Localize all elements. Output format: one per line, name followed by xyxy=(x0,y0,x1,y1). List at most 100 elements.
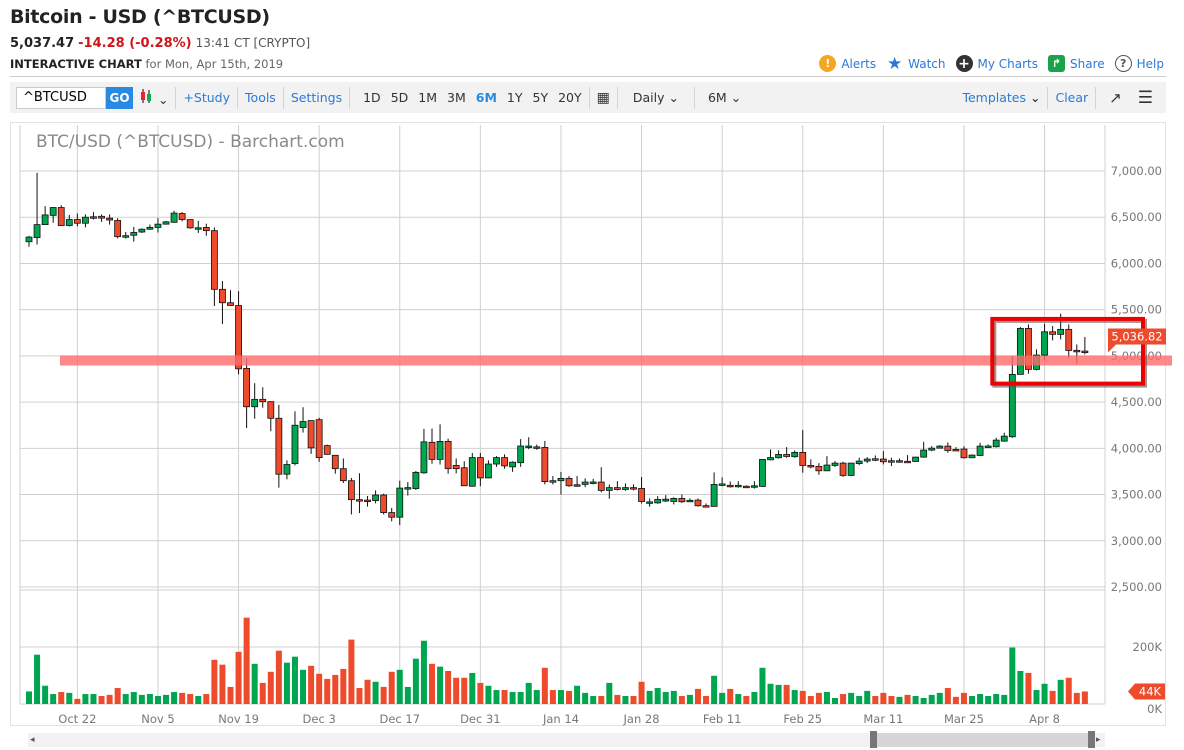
volume-bar xyxy=(509,692,516,704)
volume-bar xyxy=(1081,691,1088,704)
scroll-right-arrow[interactable]: ▸ xyxy=(1096,735,1101,745)
volume-bar xyxy=(211,659,218,704)
candle-body xyxy=(557,477,565,482)
period-20y[interactable]: 20Y xyxy=(558,90,582,105)
alerts-link[interactable]: ! Alerts xyxy=(819,55,876,72)
chart-scrollbar[interactable]: ◂ ▸ xyxy=(28,731,1105,748)
candle xyxy=(428,428,436,464)
price-tick-label: 4,500.00 xyxy=(1111,395,1162,409)
candle-body xyxy=(525,445,533,448)
volume-bar xyxy=(598,696,605,704)
volume-bar xyxy=(58,692,65,704)
period-1d[interactable]: 1D xyxy=(363,90,381,105)
candle-body xyxy=(210,230,218,290)
clear-button[interactable]: Clear xyxy=(1055,90,1089,105)
candle xyxy=(1081,337,1089,355)
candle-body xyxy=(275,417,283,475)
share-link[interactable]: ↱ Share xyxy=(1048,55,1105,72)
volume-bar xyxy=(154,696,161,704)
help-link[interactable]: ? Help xyxy=(1114,55,1164,72)
x-tick-label: Feb 25 xyxy=(783,712,822,726)
help-label: Help xyxy=(1136,56,1164,71)
candle xyxy=(299,407,307,433)
candle-body xyxy=(90,216,97,219)
volume-bar xyxy=(1001,694,1008,704)
share-label: Share xyxy=(1070,56,1105,71)
volume-bar xyxy=(807,696,814,704)
candle xyxy=(646,498,654,507)
period-5d[interactable]: 5D xyxy=(390,90,409,105)
volume-bar xyxy=(420,640,427,704)
scroll-handle-right[interactable] xyxy=(1088,731,1095,748)
candle xyxy=(871,455,879,462)
candle-body xyxy=(138,228,146,233)
volume-bar xyxy=(203,694,210,704)
candle-body xyxy=(694,499,702,507)
quote-time: 13:41 CT [CRYPTO] xyxy=(195,36,311,50)
study-button[interactable]: +Study xyxy=(183,90,231,105)
volume-bar xyxy=(227,686,234,704)
volume-bar xyxy=(856,696,863,704)
candle-body xyxy=(493,457,500,465)
price-tick-label: 6,000.00 xyxy=(1111,256,1162,270)
candle-body xyxy=(186,219,194,229)
candle xyxy=(452,458,460,474)
chart-type-button[interactable]: ⌄ xyxy=(133,88,173,107)
my-charts-link[interactable]: + My Charts xyxy=(955,55,1038,72)
x-tick-label: Jan 28 xyxy=(623,712,660,726)
candle xyxy=(807,459,815,469)
candle-body xyxy=(751,485,758,488)
volume-bar xyxy=(662,692,669,704)
candle xyxy=(114,218,122,239)
x-tick-label: Nov 19 xyxy=(218,712,259,726)
scroll-thumb[interactable] xyxy=(875,733,1091,747)
menu-icon[interactable]: ☰ xyxy=(1137,87,1153,108)
volume-bar xyxy=(1041,683,1048,704)
watch-link[interactable]: ★ Watch xyxy=(886,54,945,74)
chevron-down-icon: ⌄ xyxy=(668,90,679,105)
chart-title: BTC/USD (^BTCUSD) - Barchart.com xyxy=(36,132,345,152)
separator xyxy=(1047,86,1049,109)
volume-bar xyxy=(187,694,194,704)
go-button[interactable]: GO xyxy=(106,86,133,109)
candle xyxy=(799,430,807,473)
scroll-left-arrow[interactable]: ◂ xyxy=(30,735,35,745)
calendar-icon[interactable]: ▦ xyxy=(596,89,610,106)
candle xyxy=(960,446,968,459)
candle-body xyxy=(565,477,573,487)
volume-bar xyxy=(896,696,903,704)
candle xyxy=(1008,356,1016,438)
candle-body xyxy=(855,460,863,464)
period-1m[interactable]: 1M xyxy=(418,90,438,105)
candle xyxy=(291,411,299,466)
templates-button[interactable]: Templates ⌄ xyxy=(957,90,1045,105)
settings-button[interactable]: Settings xyxy=(290,90,343,105)
range-select[interactable]: 6M ⌄ xyxy=(703,90,746,105)
period-1y[interactable]: 1Y xyxy=(506,90,523,105)
volume-bar xyxy=(775,684,782,704)
volume-bar xyxy=(985,696,992,704)
scroll-handle-left[interactable] xyxy=(870,731,877,748)
candle xyxy=(82,214,89,228)
volume-bar xyxy=(437,666,444,704)
tools-button[interactable]: Tools xyxy=(245,90,276,105)
candle-body xyxy=(517,445,525,464)
interval-select[interactable]: Daily ⌄ xyxy=(628,90,684,105)
candle-body xyxy=(815,465,823,472)
last-price: 5,037.47 xyxy=(10,36,75,51)
expand-arrow-icon[interactable]: ↗ xyxy=(1109,88,1122,107)
candle-body xyxy=(57,207,65,226)
period-6m[interactable]: 6M xyxy=(475,90,497,105)
candle-body xyxy=(605,487,613,491)
volume-bar xyxy=(952,696,959,704)
candle-body xyxy=(799,452,807,466)
period-5y[interactable]: 5Y xyxy=(532,90,549,105)
volume-bar xyxy=(26,691,32,704)
volume-bar xyxy=(82,694,89,704)
symbol-input[interactable] xyxy=(16,86,106,109)
candle xyxy=(726,481,734,488)
period-3m[interactable]: 3M xyxy=(447,90,466,105)
candle xyxy=(670,497,678,505)
volume-bar xyxy=(138,694,145,704)
